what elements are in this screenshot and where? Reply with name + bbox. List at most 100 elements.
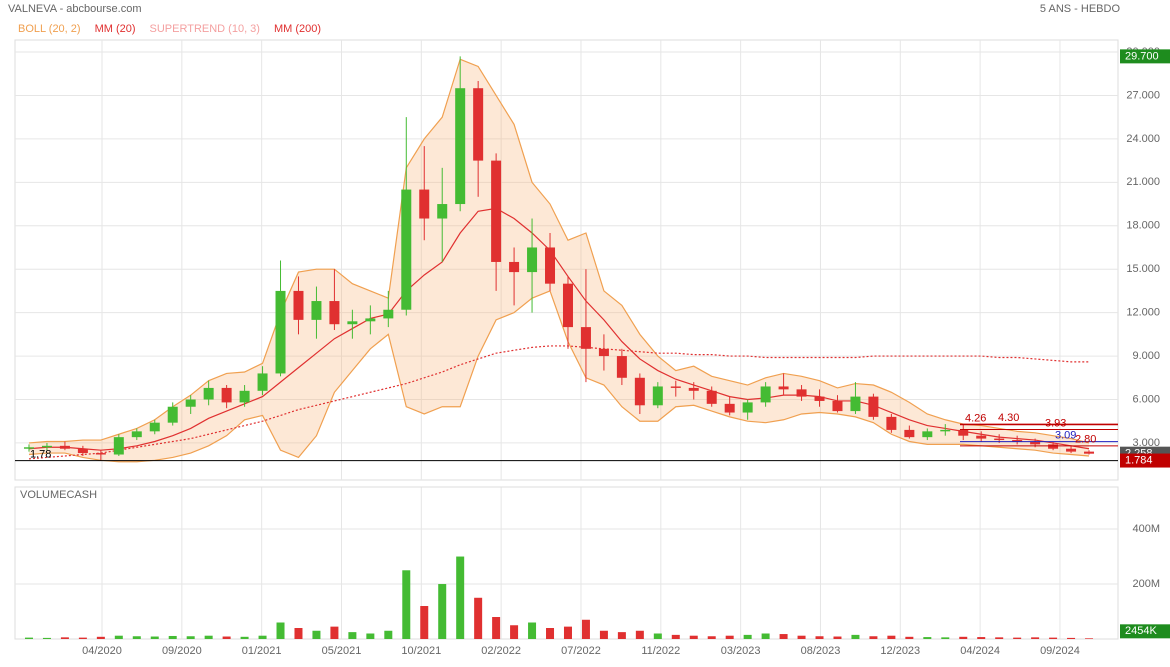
candle-body	[293, 290, 304, 320]
volume-bar	[599, 630, 608, 639]
legend-entry: MM (200)	[274, 23, 321, 35]
volume-bar	[797, 635, 806, 639]
volume-bar	[977, 637, 986, 639]
volume-bar	[204, 635, 213, 639]
volume-bar	[617, 632, 626, 639]
boll-upper	[28, 58, 1090, 444]
candle-body	[1066, 448, 1077, 452]
volume-bar	[671, 634, 680, 639]
volume-bar	[492, 617, 501, 639]
volume-bar	[456, 556, 465, 639]
volume-bar	[1049, 637, 1058, 639]
volume-bar	[366, 633, 375, 639]
candle-body	[562, 283, 573, 328]
volume-bar	[348, 632, 357, 639]
candle-body	[311, 301, 322, 320]
volume-bar	[923, 637, 932, 639]
candle-body	[257, 373, 268, 391]
volume-bar	[294, 628, 303, 639]
volume-bar	[743, 634, 752, 639]
y-tick-label: 400M	[1132, 523, 1160, 535]
volume-bar	[528, 622, 537, 639]
candle-body	[976, 435, 987, 439]
x-tick-label: 04/2020	[82, 645, 122, 657]
candle-body	[652, 386, 663, 406]
candle-body	[724, 403, 735, 413]
title: VALNEVA - abcbourse.com	[8, 3, 142, 15]
candle-body	[580, 327, 591, 349]
x-tick-label: 02/2022	[481, 645, 521, 657]
volume-bar	[905, 636, 914, 639]
candle-body	[940, 429, 951, 432]
x-tick-label: 07/2022	[561, 645, 601, 657]
y-tick-label: 200M	[1132, 578, 1160, 590]
price-badge	[1120, 49, 1170, 64]
volume-bar	[869, 636, 878, 639]
candle-body	[1030, 441, 1041, 445]
x-tick-label: 03/2023	[721, 645, 761, 657]
y-tick-label: 21.000	[1126, 176, 1160, 188]
volume-bar	[132, 636, 141, 639]
candle-body	[742, 402, 753, 413]
candle-body	[149, 422, 160, 432]
candle-body	[1048, 444, 1059, 449]
y-tick-label: 9.000	[1132, 350, 1160, 362]
candle-body	[131, 431, 142, 438]
candle-body	[401, 189, 412, 310]
boll-band	[28, 59, 1090, 462]
volume-bar	[1067, 637, 1076, 639]
volume-bar	[725, 635, 734, 639]
y-tick-label: 12.000	[1126, 307, 1160, 319]
candle-body	[814, 396, 825, 401]
price-badge-label: 29.700	[1125, 50, 1159, 62]
candle-body	[994, 438, 1005, 441]
level-label: 4.26	[965, 413, 986, 425]
candle-body	[275, 290, 286, 374]
volume-panel	[14, 486, 1119, 640]
candle-body	[706, 390, 717, 404]
candle-body	[347, 321, 358, 325]
y-tick-label: 24.000	[1126, 133, 1160, 145]
candle-body	[95, 453, 106, 455]
y-tick-label: 6.000	[1132, 393, 1160, 405]
volume-bar	[851, 634, 860, 639]
volume-bar	[1031, 637, 1040, 639]
x-tick-label: 05/2021	[322, 645, 362, 657]
candle-body	[760, 386, 771, 403]
candle-body	[545, 247, 556, 284]
candle-body	[868, 396, 879, 417]
candle-body	[832, 400, 843, 412]
volume-bar	[815, 636, 824, 639]
x-tick-label: 11/2022	[641, 645, 680, 657]
candle-body	[688, 387, 699, 391]
candle-body	[203, 387, 214, 400]
candle-body	[598, 348, 609, 357]
x-tick-label: 12/2023	[880, 645, 920, 657]
candle-body	[185, 399, 196, 407]
level-label: 1.78	[30, 449, 51, 461]
volume-bar	[312, 630, 321, 639]
y-tick-label: 18.000	[1126, 220, 1160, 232]
candle-body	[437, 204, 448, 219]
legend-entry: BOLL (20, 2)	[18, 23, 81, 35]
candle-body	[491, 160, 502, 262]
volume-bar	[186, 636, 195, 639]
x-tick-label: 09/2020	[162, 645, 202, 657]
mm20-line	[28, 207, 1090, 451]
level-label: 4.30	[998, 412, 1019, 424]
candle-body	[419, 189, 430, 219]
x-tick-label: 01/2021	[242, 645, 282, 657]
candle-body	[329, 301, 340, 325]
volume-bar	[581, 619, 590, 639]
candle-body	[886, 416, 897, 430]
candle-body	[365, 318, 376, 322]
volume-bar	[635, 630, 644, 639]
level-label: 3.09	[1055, 430, 1076, 442]
candle-body	[509, 261, 520, 273]
candle-body	[796, 389, 807, 397]
volume-bar	[707, 636, 716, 639]
volume-bar	[60, 637, 69, 639]
candle-body	[383, 309, 394, 319]
volume-bar	[240, 636, 249, 639]
